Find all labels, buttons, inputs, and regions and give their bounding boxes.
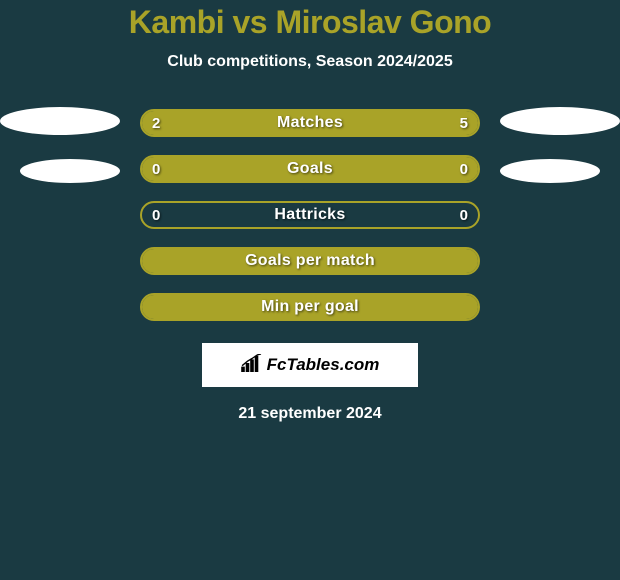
brand-text: FcTables.com bbox=[267, 355, 380, 375]
player-left-oval-2 bbox=[20, 159, 120, 183]
stat-bar-label: Goals bbox=[142, 157, 478, 181]
page-subtitle: Club competitions, Season 2024/2025 bbox=[0, 53, 620, 71]
header: Kambi vs Miroslav Gono Club competitions… bbox=[0, 0, 620, 71]
stat-bar: 00Hattricks bbox=[140, 201, 480, 229]
player-left-oval-1 bbox=[0, 107, 120, 135]
page-title: Kambi vs Miroslav Gono bbox=[0, 4, 620, 41]
right-player-placeholders bbox=[500, 107, 620, 183]
stat-bar: Min per goal bbox=[140, 293, 480, 321]
stat-bar-label: Min per goal bbox=[142, 295, 478, 319]
stat-bar-label: Hattricks bbox=[142, 203, 478, 227]
date-text: 21 september 2024 bbox=[0, 405, 620, 423]
stat-bar-label: Goals per match bbox=[142, 249, 478, 273]
stat-bar-label: Matches bbox=[142, 111, 478, 135]
player-right-oval-1 bbox=[500, 107, 620, 135]
stats-bars: 25Matches 00Goals 00Hattricks Goals per mat… bbox=[140, 109, 480, 321]
player-right-oval-2 bbox=[500, 159, 600, 183]
left-player-placeholders bbox=[0, 107, 120, 183]
stat-bar: Goals per match bbox=[140, 247, 480, 275]
brand-chart-icon bbox=[241, 354, 263, 377]
stat-bar: 00Goals bbox=[140, 155, 480, 183]
content-area: 25Matches 00Goals 00Hattricks Goals per mat… bbox=[0, 109, 620, 423]
stat-bar: 25Matches bbox=[140, 109, 480, 137]
brand-box: FcTables.com bbox=[202, 343, 418, 387]
